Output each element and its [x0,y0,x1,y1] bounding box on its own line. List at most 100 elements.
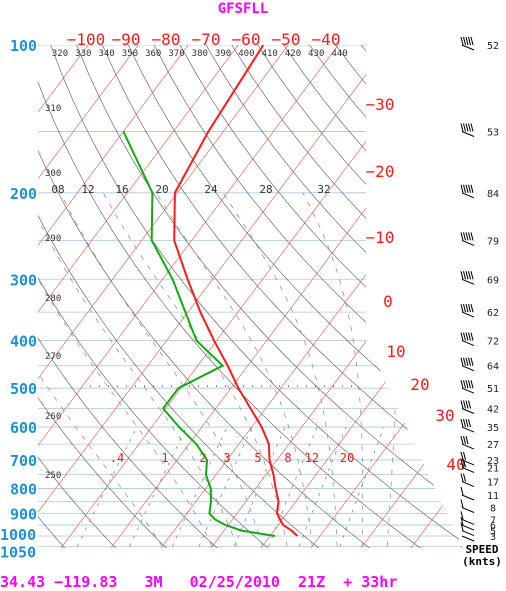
dry-adiabat-290 [38,45,320,548]
wind-speed-700: 23 [487,456,499,467]
wind-speed-825: 11 [487,491,499,502]
wind-flag [470,380,474,389]
wind-flag [465,418,469,428]
dry-adiabat-230 [0,45,14,548]
wind-barb-825 [460,486,475,501]
wind-flag [463,271,466,280]
pressure-label-400: 400 [10,333,37,351]
wind-barb-400 [460,332,475,347]
wind-staff [461,507,475,513]
mixing-label-lower-2: 2 [199,451,206,465]
wind-speed-775: 17 [487,478,499,489]
wind-flag [460,36,464,46]
wind-flag [460,511,464,520]
moist-adiabat-3 [60,192,263,547]
speed-units-label: (knts) [462,555,502,568]
wind-flag [468,271,471,280]
wind-flag [463,400,466,409]
wind-flag [463,357,466,366]
wind-speed-500: 51 [487,384,499,395]
wind-flag [465,271,469,280]
wind-barb-975 [460,522,475,537]
wind-flag [463,380,466,389]
dry-adiabat-300 [38,45,371,548]
isotherm-label-top-2: −80 [152,30,181,49]
isotherm--10 [160,45,463,548]
wind-flag [470,303,474,313]
wind-flag [468,357,471,366]
mixing-ratio-2 [172,426,228,547]
pressure-label-700: 700 [10,452,37,470]
mixing-ratio-8 [268,426,318,547]
wind-speed-975: 5 [490,527,496,538]
pressure-label-300: 300 [10,271,37,289]
wind-flag [463,36,466,46]
dry-adiabat-310 [38,45,422,548]
wind-speed-600: 35 [487,423,499,434]
theta-label-top-400: 400 [238,49,254,59]
pressure-label-100: 100 [10,37,37,55]
wind-staff [461,524,475,531]
wind-flag [460,451,464,461]
wind-staff [461,239,475,246]
wind-barb-1000 [461,535,475,542]
dry-adiabat-260 [38,45,168,548]
wind-flag [468,400,471,409]
theta-label-top-370: 370 [168,49,184,59]
moist-adiabat-8 [380,192,397,547]
isotherm-50 [460,45,463,548]
dry-adiabat-330 [76,45,463,548]
wind-speed-550: 42 [487,405,499,416]
mixing-label-upper-3: 20 [155,183,168,196]
wind-flag [470,357,474,366]
theta-label-top-320: 320 [52,49,68,59]
dry-adiabat-420 [309,45,463,548]
wind-flag [470,123,474,132]
wind-flag [465,435,469,445]
sounding-profiles [122,45,299,537]
wind-speed-875: 8 [490,504,496,515]
moist-adiabat-2 [38,192,238,547]
dry-adiabat-270 [38,45,218,548]
theta-label-left-250: 250 [45,471,61,481]
wind-flag [468,36,471,46]
wind-barb-875 [460,499,475,513]
wind-staff [461,278,475,285]
wind-speed-1000: 3 [490,532,496,543]
footer-text: 34.43 −119.83 3M 02/25/2010 21Z + 33hr [0,573,397,591]
dry-adiabat-430 [335,45,463,548]
chart-title: GFSFLL [218,1,269,17]
wind-flag [460,184,464,193]
theta-label-top-340: 340 [98,49,114,59]
isotherm-label-right-5: 20 [410,375,429,394]
dry-adiabat-380 [205,45,463,548]
wind-flag [465,332,469,341]
mixing-ratio-5 [233,426,286,547]
dry-adiabat-320 [50,45,463,548]
wind-staff [461,443,475,450]
theta-label-top-390: 390 [215,49,231,59]
mixing-label-lower-3: 3 [223,451,230,465]
mixing-label-upper-0: 08 [51,183,64,196]
mixing-ratio-20 [339,426,385,547]
isotherm-label-top-3: −70 [192,30,221,49]
pressure-label-1000: 1000 [0,526,36,544]
dry-adiabat-370 [179,45,463,548]
wind-flag [470,271,474,280]
dry-adiabat-400 [257,45,463,548]
dry-adiabat-280 [38,45,269,548]
wind-speed-350: 62 [487,308,499,319]
pressure-label-1050: 1050 [0,543,36,561]
moist-adiabat-5 [155,192,313,547]
wind-flag [465,357,469,366]
wind-flag [470,332,474,341]
wind-staff [461,44,475,51]
profile-temperature [173,45,299,537]
wind-flag [468,332,471,341]
wind-barb-150 [460,123,475,137]
wind-flag [470,184,474,193]
theta-label-left-300: 300 [45,169,61,179]
wind-flag [460,232,464,241]
